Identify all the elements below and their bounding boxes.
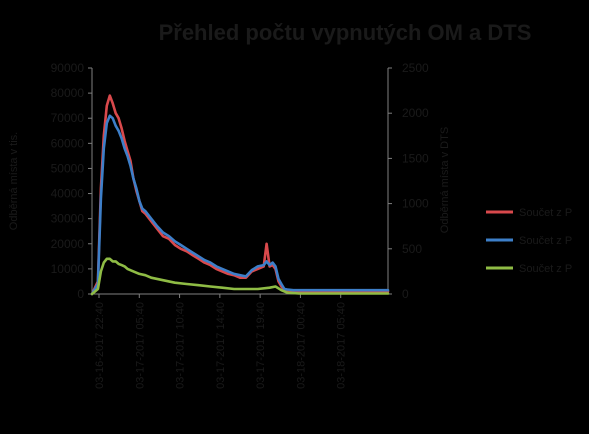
y-left-tick-label: 50000 xyxy=(51,161,85,175)
y-left-tick-label: 90000 xyxy=(51,61,85,75)
chart-title: Přehled počtu vypnutých OM a DTS xyxy=(159,20,532,45)
y-left-tick-label: 30000 xyxy=(51,212,85,226)
y-left-tick-label: 10000 xyxy=(51,262,85,276)
series-layer xyxy=(90,94,390,296)
series-line-3 xyxy=(90,257,390,296)
y-axis-right-title: Odběrná místa v DTS xyxy=(439,127,451,233)
chart-axes: 0100002000030000400005000060000700008000… xyxy=(8,61,451,389)
y-right-tick-label: 500 xyxy=(402,242,422,256)
y-left-tick-label: 0 xyxy=(77,287,84,301)
x-tick-label: 03-18-2017 00:40 xyxy=(295,302,307,389)
y-left-tick-label: 70000 xyxy=(51,111,85,125)
legend-label-3: Součet z P xyxy=(519,263,572,275)
y-axis-left-title: Odběrná místa v tis. xyxy=(8,132,20,230)
y-left-tick-label: 60000 xyxy=(51,136,85,150)
series-line-1 xyxy=(90,94,390,296)
series-line-2 xyxy=(90,114,390,296)
y-right-tick-label: 2500 xyxy=(402,61,429,75)
x-tick-label: 03-17-2017 19:40 xyxy=(255,302,267,389)
y-right-tick-label: 0 xyxy=(402,287,409,301)
legend-label-1: Součet z P xyxy=(519,207,572,219)
y-right-tick-label: 1000 xyxy=(402,197,429,211)
chart-legend: Součet z P Součet z P Součet z P xyxy=(486,207,572,275)
y-left-tick-label: 80000 xyxy=(51,86,85,100)
y-left-tick-label: 20000 xyxy=(51,237,85,251)
x-tick-label: 03-18-2017 05:40 xyxy=(336,302,348,389)
legend-label-2: Součet z P xyxy=(519,235,572,247)
x-tick-label: 03-16-2017 22:40 xyxy=(94,302,106,389)
x-tick-label: 03-17-2017 10:40 xyxy=(175,302,187,389)
y-left-tick-label: 40000 xyxy=(51,187,85,201)
x-tick-label: 03-17-2017 14:40 xyxy=(215,302,227,389)
y-right-tick-label: 2000 xyxy=(402,106,429,120)
x-tick-label: 03-17-2017 05:40 xyxy=(134,302,146,389)
y-right-tick-label: 1500 xyxy=(402,151,429,165)
